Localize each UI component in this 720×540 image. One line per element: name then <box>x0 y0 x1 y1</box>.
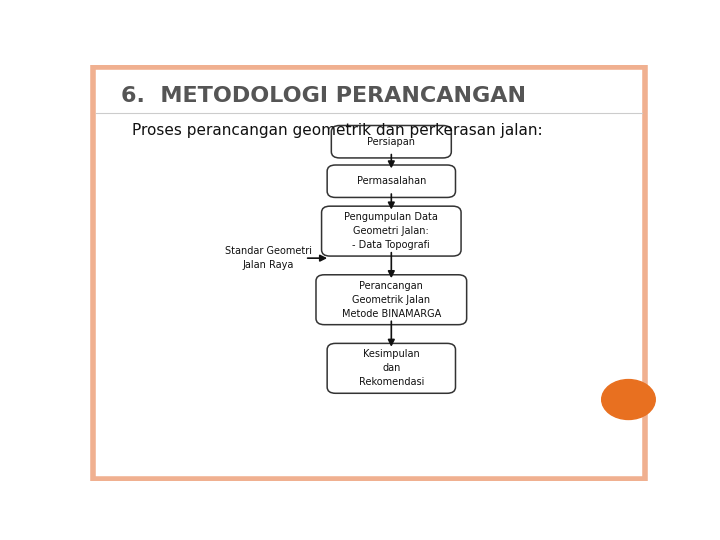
Text: Perancangan
Geometrik Jalan
Metode BINAMARGA: Perancangan Geometrik Jalan Metode BINAM… <box>342 281 441 319</box>
FancyBboxPatch shape <box>322 206 461 256</box>
FancyBboxPatch shape <box>331 125 451 158</box>
Text: Kesimpulan
dan
Rekomendasi: Kesimpulan dan Rekomendasi <box>359 349 424 387</box>
FancyBboxPatch shape <box>93 67 645 478</box>
Text: Persiapan: Persiapan <box>367 137 415 147</box>
Text: Standar Geometri
Jalan Raya: Standar Geometri Jalan Raya <box>225 246 312 270</box>
Text: 6.  METODOLOGI PERANCANGAN: 6. METODOLOGI PERANCANGAN <box>121 85 526 106</box>
FancyBboxPatch shape <box>327 343 456 393</box>
Text: Permasalahan: Permasalahan <box>356 176 426 186</box>
FancyBboxPatch shape <box>316 275 467 325</box>
Circle shape <box>602 380 655 420</box>
Text: Pengumpulan Data
Geometri Jalan:
- Data Topografi: Pengumpulan Data Geometri Jalan: - Data … <box>344 212 438 250</box>
Text: Proses perancangan geometrik dan perkerasan jalan:: Proses perancangan geometrik dan perkera… <box>132 123 542 138</box>
FancyBboxPatch shape <box>327 165 456 198</box>
